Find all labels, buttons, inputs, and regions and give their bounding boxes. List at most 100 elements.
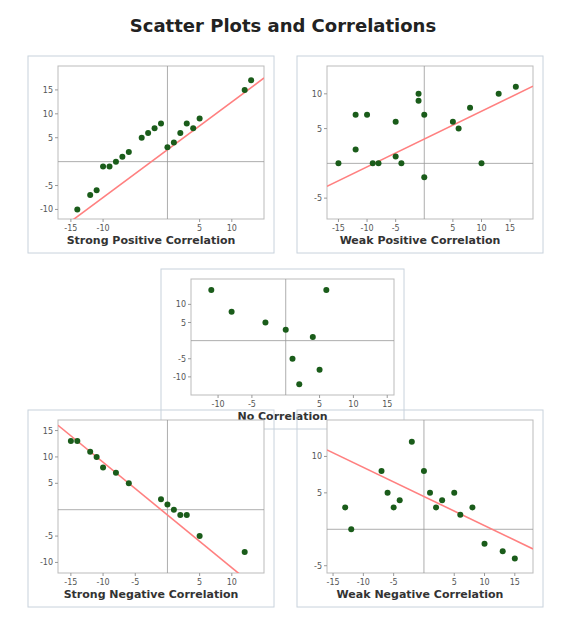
point	[68, 438, 74, 444]
y-tick	[55, 430, 58, 431]
panel-title: Weak Negative Correlation	[337, 588, 504, 601]
y-tick-label: -5	[45, 182, 53, 191]
x-tick	[218, 395, 219, 398]
panel: -15-10-551015-5510Weak Positive Correlat…	[297, 56, 543, 253]
x-tick-label: 10	[479, 578, 489, 587]
point	[113, 470, 119, 476]
x-tick	[231, 219, 232, 222]
x-tick-label: 15	[510, 578, 520, 587]
y-tick	[324, 198, 327, 199]
point	[74, 438, 80, 444]
y-tick	[324, 456, 327, 457]
point	[262, 320, 268, 326]
y-tick-label: 15	[43, 427, 53, 436]
y-tick-label: 10	[43, 110, 53, 119]
y-tick-label: 10	[312, 452, 322, 461]
point	[74, 206, 80, 212]
figure-title: Scatter Plots and Correlations	[130, 15, 436, 36]
point	[139, 135, 145, 141]
point	[416, 91, 422, 97]
y-tick-label: 15	[43, 86, 53, 95]
y-tick	[55, 483, 58, 484]
panel: -15-10-5510-10-551015Strong Negative Cor…	[28, 410, 274, 607]
point	[126, 480, 132, 486]
point	[391, 504, 397, 510]
point	[451, 490, 457, 496]
point	[409, 439, 415, 445]
x-tick-label: -5	[392, 224, 400, 233]
x-tick	[199, 219, 200, 222]
point	[100, 464, 106, 470]
x-tick	[481, 219, 482, 222]
point	[364, 112, 370, 118]
x-tick-label: -10	[97, 578, 110, 587]
point	[197, 533, 203, 539]
point	[248, 77, 254, 83]
point	[119, 154, 125, 160]
y-tick-label: -10	[173, 373, 186, 382]
x-tick	[231, 573, 232, 576]
y-tick-label: 5	[48, 134, 53, 143]
y-tick-label: 5	[181, 319, 186, 328]
panel-title: Weak Positive Correlation	[340, 234, 501, 247]
trend-line	[58, 425, 264, 573]
point	[171, 507, 177, 513]
point	[398, 160, 404, 166]
marks	[208, 287, 329, 387]
x-tick-label: -10	[97, 224, 110, 233]
zero-line	[285, 279, 286, 395]
y-tick	[55, 137, 58, 138]
point	[421, 174, 427, 180]
x-tick-label: -15	[64, 224, 77, 233]
point	[177, 512, 183, 518]
x-tick	[363, 573, 364, 576]
y-tick-label: -5	[45, 532, 53, 541]
y-tick	[55, 89, 58, 90]
panel-border	[28, 56, 274, 253]
trend-line	[327, 450, 533, 549]
x-tick	[70, 219, 71, 222]
point	[158, 496, 164, 502]
x-tick	[452, 219, 453, 222]
point	[385, 490, 391, 496]
x-tick-label: 10	[227, 578, 237, 587]
x-tick-label: 5	[450, 224, 455, 233]
point	[310, 334, 316, 340]
x-tick-label: -15	[327, 578, 340, 587]
point	[469, 504, 475, 510]
y-tick	[188, 322, 191, 323]
y-tick-label: -5	[178, 355, 186, 364]
x-tick	[393, 573, 394, 576]
point	[370, 160, 376, 166]
x-tick-label: -10	[361, 224, 374, 233]
point	[439, 497, 445, 503]
point	[456, 126, 462, 132]
panel: -15-10510-10-551015Strong Positive Corre…	[28, 56, 274, 253]
x-tick-label: 15	[382, 400, 392, 409]
plot-frame	[327, 66, 533, 219]
x-tick-label: 15	[505, 224, 515, 233]
point	[348, 526, 354, 532]
point	[317, 367, 323, 373]
point	[113, 159, 119, 165]
x-tick-label: 10	[476, 224, 486, 233]
x-tick	[484, 573, 485, 576]
plot-frame	[191, 279, 394, 395]
plot-frame	[58, 420, 264, 573]
point	[393, 119, 399, 125]
y-tick	[55, 536, 58, 537]
point	[184, 512, 190, 518]
point	[512, 555, 518, 561]
point	[283, 327, 289, 333]
x-tick-label: 5	[197, 224, 202, 233]
x-tick-label: -10	[357, 578, 370, 587]
panel-title: Strong Negative Correlation	[64, 588, 239, 601]
point	[500, 548, 506, 554]
y-tick-label: 10	[43, 453, 53, 462]
y-tick-label: -5	[314, 194, 322, 203]
point	[94, 187, 100, 193]
zero-line	[58, 161, 264, 162]
point	[379, 468, 385, 474]
point	[171, 140, 177, 146]
y-tick	[55, 562, 58, 563]
